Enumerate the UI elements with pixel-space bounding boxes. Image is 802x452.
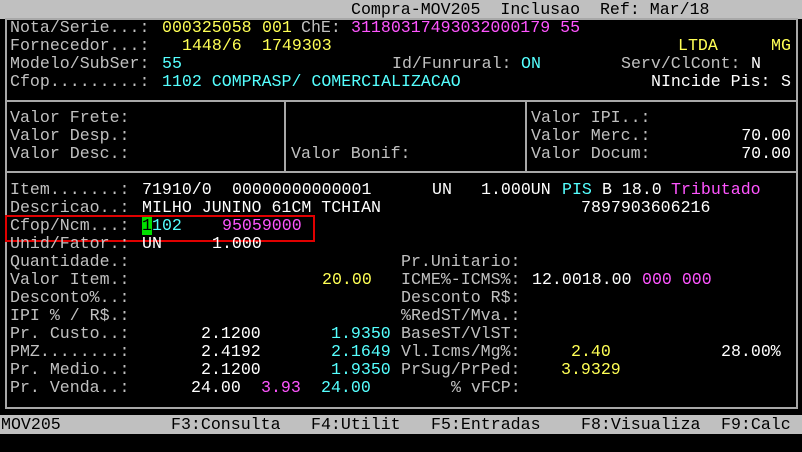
cfop-field[interactable]: 1102 COMPRASP/ COMERCIALIZACAO [162,72,461,91]
nincide-label: NIncide Pis: [651,72,771,91]
unid-field[interactable]: UN [142,234,162,253]
icms-field[interactable]: 12.0018.00 [532,270,632,289]
fornecedor-uf: MG [771,36,791,55]
medio-2: 1.9350 [331,360,391,379]
venda-2: 3.93 [261,378,301,397]
pr-unitario-label: Pr.Unitario: [401,252,521,271]
vlicms-field: 2.40 [571,342,611,361]
serie-field[interactable]: 001 [262,18,292,37]
che-label: ChE: [301,18,341,37]
cfop-ncm-label: Cfop/Ncm...: [10,216,130,235]
cfop-ncm-highlight-box [5,215,315,242]
item-cfop-field[interactable]: 102 [152,216,182,235]
margem-field: 28.00% [721,342,781,361]
function-key-bar: MOV205 F3:Consulta F4:Utilit F5:Entradas… [0,415,802,434]
docum-label: Valor Docum: [531,144,651,163]
f5-entradas-key[interactable]: F5:Entradas [431,415,541,434]
serv-field[interactable]: N [751,54,761,73]
funrural-field[interactable]: ON [521,54,541,73]
ncm-field[interactable]: 95059000 [222,216,302,235]
fornecedor-type: LTDA [678,36,718,55]
quantidade-label: Quantidade.: [10,252,130,271]
f9-calc-key[interactable]: F9:Calc [721,415,791,434]
valor-item-field[interactable]: 20.00 [322,270,372,289]
che-field[interactable]: 31180317493032000179 55 [351,18,581,37]
cfop-label: Cfop.........: [10,72,150,91]
ean: 7897903606216 [581,198,711,217]
desconto-pct-label: Desconto%..: [10,288,130,307]
valor-item-label: Valor Item.: [10,270,130,289]
divider [284,100,286,173]
item-qty-unit: 1.000UN [481,180,551,199]
desp-label: Valor Desp.: [10,126,130,145]
modelo-label: Modelo/SubSer: [10,54,150,73]
item-unit: UN [432,180,452,199]
main-frame [5,18,798,409]
item-ref: 00000000000001 [232,180,372,199]
fator-field[interactable]: 1.000 [212,234,262,253]
ipi-total-label: Valor IPI..: [531,108,651,127]
vfcp-label: % vFCP: [451,378,521,397]
item-code[interactable]: 71910/0 [142,180,212,199]
pmz-1: 2.4192 [201,342,261,361]
item-label: Item.......: [10,180,130,199]
pis-label: PIS [562,180,592,199]
custo-2: 1.9350 [331,324,391,343]
medio-label: Pr. Medio..: [10,360,130,379]
divider [525,100,527,173]
pis-value: B 18.0 [602,180,662,199]
bonif-label: Valor Bonif: [291,144,411,163]
unid-label: Unid/Fator.: [10,234,130,253]
funrural-label: Id/Funrural: [392,54,512,73]
venda-3: 24.00 [321,378,371,397]
prsug-label: PrSug/PrPed: [401,360,521,379]
fornecedor-label: Fornecedor...: [10,36,150,55]
modelo-field[interactable]: 55 [162,54,182,73]
desc-label: Valor Desc.: [10,144,130,163]
redst-label: %RedST/Mva.: [401,306,521,325]
fornecedor-code[interactable]: 1448/6 [182,36,242,55]
pmz-2: 2.1649 [331,342,391,361]
nota-label: Nota/Serie...: [10,18,150,37]
descricao-field: MILHO JUNINO 61CM TCHIAN [142,198,381,217]
desconto-rs-label: Desconto R$: [401,288,521,307]
fornecedor-id: 1749303 [262,36,332,55]
f8-visualiza-key[interactable]: F8:Visualiza [581,415,701,434]
ipi-label: IPI % / R$.: [10,306,130,325]
custo-1: 2.1200 [201,324,261,343]
f3-consulta-key[interactable]: F3:Consulta [171,415,281,434]
vlicms-label: Vl.Icms/Mg%: [401,342,521,361]
icms-extra: 000 000 [642,270,712,289]
divider [5,171,798,173]
text-cursor[interactable]: 1 [142,216,152,235]
docum-value: 70.00 [741,144,791,163]
custo-label: Pr. Custo..: [10,324,130,343]
pmz-label: PMZ........: [10,342,130,361]
window-title: Compra-MOV205 Inclusao Ref: Mar/18 [351,0,710,19]
descricao-label: Descricao..: [10,198,130,217]
merc-value: 70.00 [741,126,791,145]
prsug-field: 3.9329 [561,360,621,379]
basest-label: BaseST/VlST: [401,324,521,343]
f4-utilit-key[interactable]: F4:Utilit [311,415,401,434]
nincide-field[interactable]: S [781,72,791,91]
tributacao: Tributado [671,180,761,199]
icms-label: ICME%-ICMS%: [401,270,521,289]
serv-label: Serv/ClCont: [621,54,741,73]
nota-field[interactable]: 000325058 [162,18,252,37]
venda-1: 24.00 [191,378,241,397]
medio-1: 2.1200 [201,360,261,379]
frete-label: Valor Frete: [10,108,130,127]
title-bar: Compra-MOV205 Inclusao Ref: Mar/18 [0,0,802,19]
venda-label: Pr. Venda..: [10,378,130,397]
divider [5,100,798,102]
program-name: MOV205 [1,415,61,434]
merc-label: Valor Merc.: [531,126,651,145]
